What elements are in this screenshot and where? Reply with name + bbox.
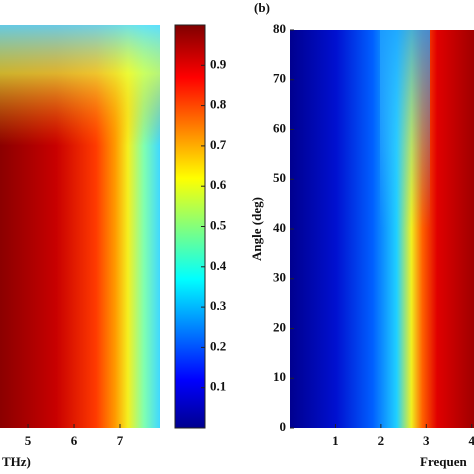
heatmap-right-overlay	[380, 30, 430, 428]
colorbar-tick-label: 0.9	[210, 56, 227, 71]
y-axis-label: Angle (deg)	[249, 197, 264, 261]
panel-title: (b)	[254, 0, 270, 15]
x-tick-label: 1	[332, 433, 339, 448]
x-axis-label: Frequen	[420, 454, 467, 469]
y-tick-label: 50	[273, 170, 286, 185]
y-tick-label: 10	[273, 369, 286, 384]
y-tick-label: 30	[273, 270, 286, 285]
y-tick-label: 40	[273, 220, 286, 235]
heatmap-left-overlay	[0, 25, 160, 428]
colorbar	[174, 24, 206, 429]
colorbar-tick-label: 0.5	[210, 217, 227, 232]
colorbar-tick-label: 0.2	[210, 338, 226, 353]
x-axis-label: THz)	[2, 454, 31, 469]
x-tick-label: 6	[71, 433, 78, 448]
y-tick-label: 70	[273, 71, 286, 86]
colorbar-tick-label: 0.7	[210, 137, 227, 152]
x-tick-label: 3	[423, 433, 430, 448]
colorbar-tick-label: 0.1	[210, 379, 226, 394]
x-tick-label: 4	[468, 433, 474, 448]
colorbar-tick-label: 0.8	[210, 97, 227, 112]
x-tick-label: 5	[25, 433, 32, 448]
y-tick-label: 0	[280, 419, 287, 434]
colorbar-tick-label: 0.3	[210, 298, 227, 313]
colorbar-tick-label: 0.4	[210, 258, 227, 273]
y-tick-label: 20	[273, 319, 286, 334]
colorbar-tick-label: 0.6	[210, 177, 227, 192]
x-tick-label: 7	[117, 433, 124, 448]
y-tick-label: 80	[273, 21, 286, 36]
y-tick-label: 60	[273, 120, 286, 135]
x-tick-label: 2	[378, 433, 385, 448]
